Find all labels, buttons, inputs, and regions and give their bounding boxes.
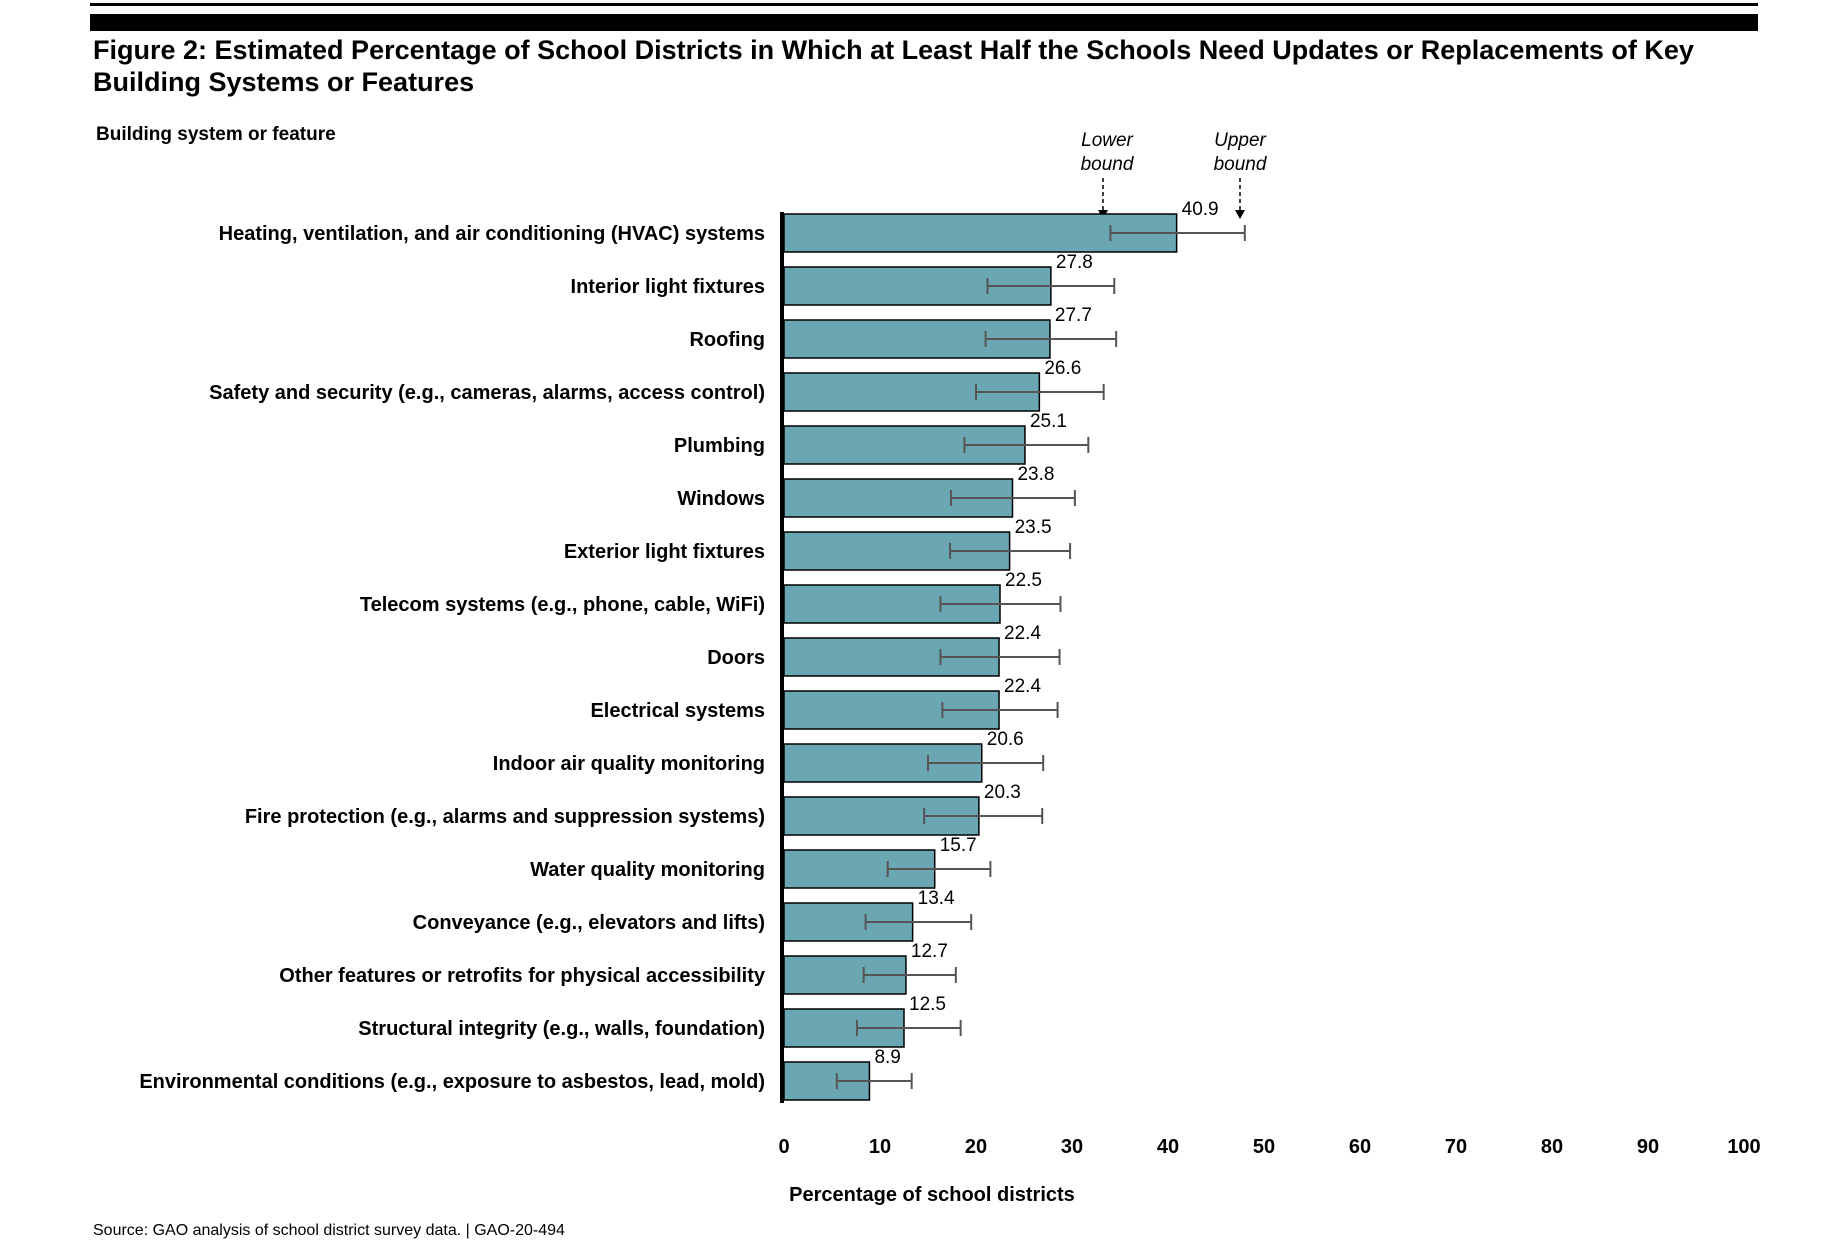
- value-label: 27.7: [1055, 305, 1092, 326]
- upper-bound-label-line2: bound: [1214, 154, 1268, 175]
- x-tick-label: 10: [869, 1136, 891, 1158]
- category-label: Exterior light fixtures: [564, 541, 765, 563]
- value-label: 40.9: [1182, 199, 1219, 220]
- value-label: 12.5: [909, 994, 946, 1015]
- category-label: Telecom systems (e.g., phone, cable, WiF…: [360, 594, 765, 616]
- upper-bound-arrowhead-icon: [1235, 210, 1245, 219]
- category-label: Environmental conditions (e.g., exposure…: [139, 1071, 765, 1093]
- x-axis-title: Percentage of school districts: [789, 1184, 1075, 1206]
- lower-bound-label-line2: bound: [1081, 154, 1135, 175]
- source-note: Source: GAO analysis of school district …: [93, 1222, 565, 1239]
- x-tick-label: 40: [1157, 1136, 1179, 1158]
- category-label: Fire protection (e.g., alarms and suppre…: [245, 806, 765, 828]
- x-tick-label: 100: [1727, 1136, 1760, 1158]
- value-label: 22.4: [1004, 676, 1041, 697]
- category-label: Water quality monitoring: [530, 859, 765, 881]
- x-tick-label: 80: [1541, 1136, 1563, 1158]
- x-tick-label: 90: [1637, 1136, 1659, 1158]
- top-rule-thick: [90, 14, 1758, 31]
- category-label: Structural integrity (e.g., walls, found…: [358, 1018, 765, 1040]
- value-labels: 40.9 27.8 27.7 26.6 25.1 23.8 23.5 22.5 22.4 22.4…: [874, 199, 1218, 1068]
- x-tick-label: 60: [1349, 1136, 1371, 1158]
- category-label: Heating, ventilation, and air conditioni…: [219, 223, 765, 245]
- x-tick-label: 0: [778, 1136, 789, 1158]
- category-labels: Heating, ventilation, and air conditioni…: [139, 223, 766, 1093]
- category-label: Interior light fixtures: [571, 276, 765, 298]
- value-label: 8.9: [874, 1047, 900, 1068]
- y-axis-title: Building system or feature: [96, 124, 336, 145]
- bound-legend: Lower bound Upper bound: [1081, 130, 1268, 219]
- category-label: Indoor air quality monitoring: [493, 753, 765, 775]
- figure-title: Figure 2: Estimated Percentage of School…: [93, 35, 1694, 97]
- category-label: Electrical systems: [590, 700, 765, 722]
- value-label: 20.3: [984, 782, 1021, 803]
- category-label: Conveyance (e.g., elevators and lifts): [413, 912, 765, 934]
- value-label: 26.6: [1044, 358, 1081, 379]
- lower-bound-label-line1: Lower: [1081, 130, 1133, 151]
- x-tick-label: 30: [1061, 1136, 1083, 1158]
- category-label: Windows: [677, 488, 765, 510]
- category-label: Doors: [707, 647, 765, 669]
- x-tick-label: 70: [1445, 1136, 1467, 1158]
- upper-bound-label-line1: Upper: [1214, 130, 1266, 151]
- value-label: 22.4: [1004, 623, 1041, 644]
- value-label: 27.8: [1056, 252, 1093, 273]
- category-label: Safety and security (e.g., cameras, alar…: [209, 382, 765, 404]
- x-tick-label: 50: [1253, 1136, 1275, 1158]
- x-tick-labels: 0 10 20 30 40 50 60 70 80 90 100: [778, 1136, 1760, 1158]
- value-label: 25.1: [1030, 411, 1067, 432]
- value-label: 15.7: [940, 835, 977, 856]
- value-label: 12.7: [911, 941, 948, 962]
- value-label: 22.5: [1005, 570, 1042, 591]
- value-label: 13.4: [918, 888, 955, 909]
- category-label: Roofing: [689, 329, 765, 351]
- value-label: 20.6: [987, 729, 1024, 750]
- error-bars: [835, 225, 1246, 1089]
- top-rule-thin: [90, 3, 1758, 6]
- value-label: 23.5: [1015, 517, 1052, 538]
- value-label: 23.8: [1017, 464, 1054, 485]
- category-label: Plumbing: [674, 435, 765, 457]
- category-label: Other features or retrofits for physical…: [279, 965, 766, 987]
- x-tick-label: 20: [965, 1136, 987, 1158]
